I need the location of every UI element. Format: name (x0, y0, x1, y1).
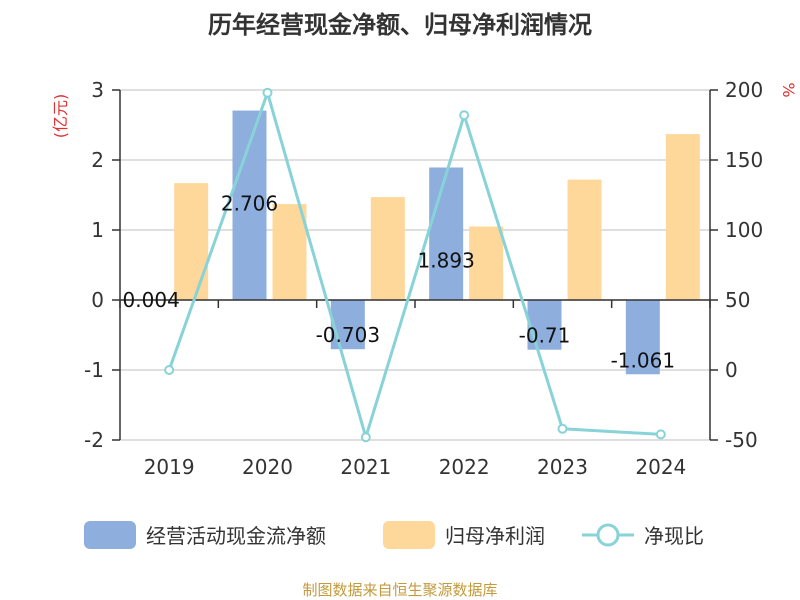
data-label-operating-cash-flow: 2.706 (221, 192, 278, 216)
ratio-line-point (360, 432, 371, 443)
left-axis-tick-label: -1 (84, 358, 104, 382)
left-axis-tick-label: 1 (91, 218, 104, 242)
bar-operating-cash-flow (625, 300, 660, 375)
data-label-operating-cash-flow: -1.061 (611, 348, 675, 372)
bar-operating-cash-flow (330, 300, 365, 350)
legend-swatch-net-profit (383, 521, 435, 549)
right-axis-tick-label: 100 (725, 218, 763, 242)
axes: -2 -1 0 1 2 3 -50 0 50 100 150 200 2019 2020 2021 2022 2… (84, 78, 763, 479)
data-label-operating-cash-flow: 1.893 (418, 248, 475, 272)
left-axis-tick-label: -2 (84, 428, 104, 452)
x-axis-tick-label: 2021 (340, 455, 391, 479)
left-axis-unit: (亿元) (51, 94, 70, 139)
ratio-line-point (655, 429, 666, 440)
data-label-operating-cash-flow: -0.71 (519, 324, 571, 348)
legend-label-operating-cash-flow: 经营活动现金流净额 (146, 524, 326, 548)
bar-net-profit (174, 183, 209, 300)
x-axis-tick-label: 2024 (635, 455, 686, 479)
ratio-line-point (262, 87, 273, 98)
legend-label-net-profit: 归母净利润 (445, 524, 545, 548)
right-axis-tick-label: 200 (725, 78, 763, 102)
ratio-line-point (557, 423, 568, 434)
legend-label-ratio: 净现比 (644, 524, 704, 548)
bar-net-profit (370, 197, 405, 300)
right-axis-unit: % (779, 82, 798, 97)
bar-operating-cash-flow (527, 300, 562, 350)
legend-swatch-ratio-marker (596, 523, 620, 547)
left-axis-tick-label: 0 (91, 288, 104, 312)
bar-net-profit (567, 179, 602, 300)
chart-title: 历年经营现金净额、归母净利润情况 (208, 11, 592, 39)
right-axis-tick-label: 0 (725, 358, 738, 382)
gridlines (120, 89, 710, 441)
ratio-line (167, 91, 661, 439)
bar-net-profit (469, 226, 504, 300)
ratio-line-layer (164, 87, 666, 443)
left-axis-tick-label: 3 (91, 78, 104, 102)
x-axis-tick-label: 2020 (242, 455, 293, 479)
legend: 经营活动现金流净额 归母净利润 净现比 (84, 521, 704, 549)
bar-operating-cash-flow (429, 167, 464, 300)
data-label-operating-cash-flow: 0.004 (123, 288, 180, 312)
bars (134, 110, 700, 375)
bar-net-profit (272, 204, 307, 300)
data-label-operating-cash-flow: -0.703 (316, 323, 380, 347)
right-axis-tick-label: 50 (725, 288, 750, 312)
x-axis-tick-label: 2022 (439, 455, 490, 479)
legend-swatch-operating-cash-flow (84, 521, 136, 549)
right-axis-tick-label: 150 (725, 148, 763, 172)
ratio-line-point (164, 365, 175, 375)
x-axis-tick-label: 2023 (537, 455, 588, 479)
bar-net-profit (665, 134, 700, 300)
data-labels: 0.004 2.706 -0.703 1.893 -0.71 -1.061 (123, 192, 676, 373)
source-note: 制图数据来自恒生聚源数据库 (302, 581, 497, 599)
ratio-line-point (459, 110, 470, 121)
left-axis-tick-label: 2 (91, 148, 104, 172)
right-axis-tick-label: -50 (725, 428, 758, 452)
x-axis-tick-label: 2019 (144, 455, 195, 479)
